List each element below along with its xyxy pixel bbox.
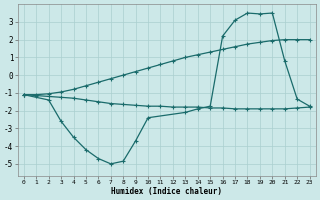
X-axis label: Humidex (Indice chaleur): Humidex (Indice chaleur) — [111, 187, 222, 196]
